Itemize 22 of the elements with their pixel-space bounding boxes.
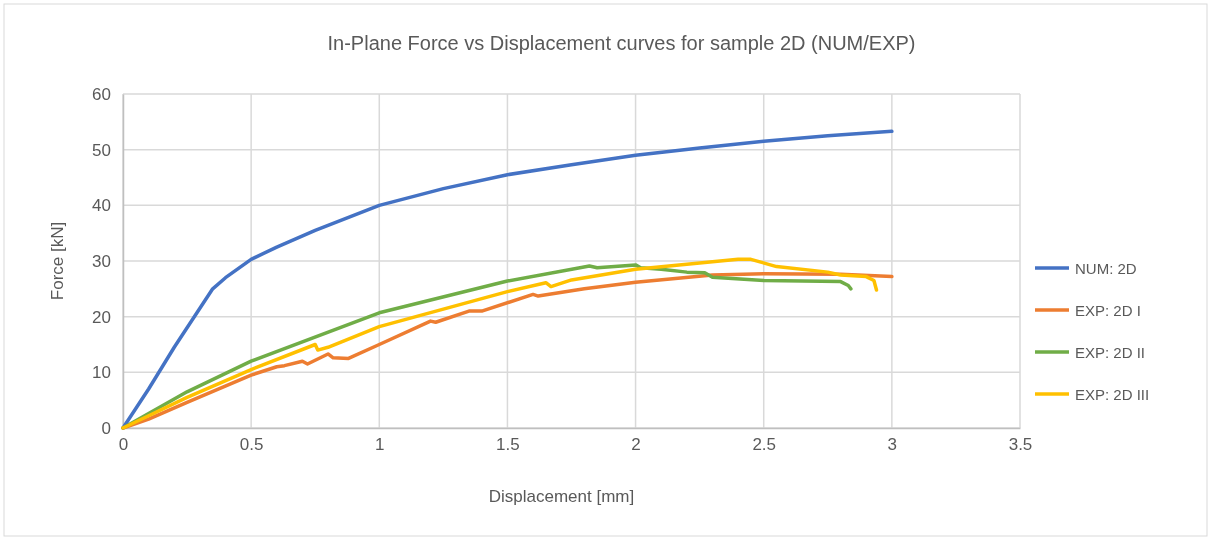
x-tick-label: 2.5 (752, 435, 777, 455)
x-tick-label: 3 (887, 435, 898, 455)
x-tick-label: 0.5 (239, 435, 264, 455)
legend-label: NUM: 2D (1075, 260, 1137, 277)
y-tick-label: 60 (92, 84, 111, 104)
y-tick-label: 0 (101, 418, 111, 438)
x-tick-label: 1 (375, 435, 385, 455)
chart-title: In-Plane Force vs Displacement curves for sample 2D (NUM/EXP) (327, 32, 916, 54)
legend-label: EXP: 2D III (1075, 386, 1150, 403)
y-tick-label: 30 (92, 251, 111, 271)
x-tick-label: 2 (631, 435, 641, 455)
y-tick-label: 50 (92, 140, 111, 160)
x-tick-label: 3.5 (1008, 435, 1033, 455)
y-axis-title: Force [kN] (48, 221, 67, 301)
y-tick-label: 10 (92, 363, 111, 383)
y-tick-label: 20 (92, 307, 111, 327)
y-tick-label: 40 (92, 196, 111, 216)
x-axis-title: Displacement [mm] (488, 487, 635, 506)
legend-label: EXP: 2D II (1075, 344, 1146, 361)
x-tick-label: 0 (118, 435, 129, 455)
x-tick-label: 1.5 (496, 435, 520, 455)
legend-label: EXP: 2D I (1075, 302, 1141, 319)
